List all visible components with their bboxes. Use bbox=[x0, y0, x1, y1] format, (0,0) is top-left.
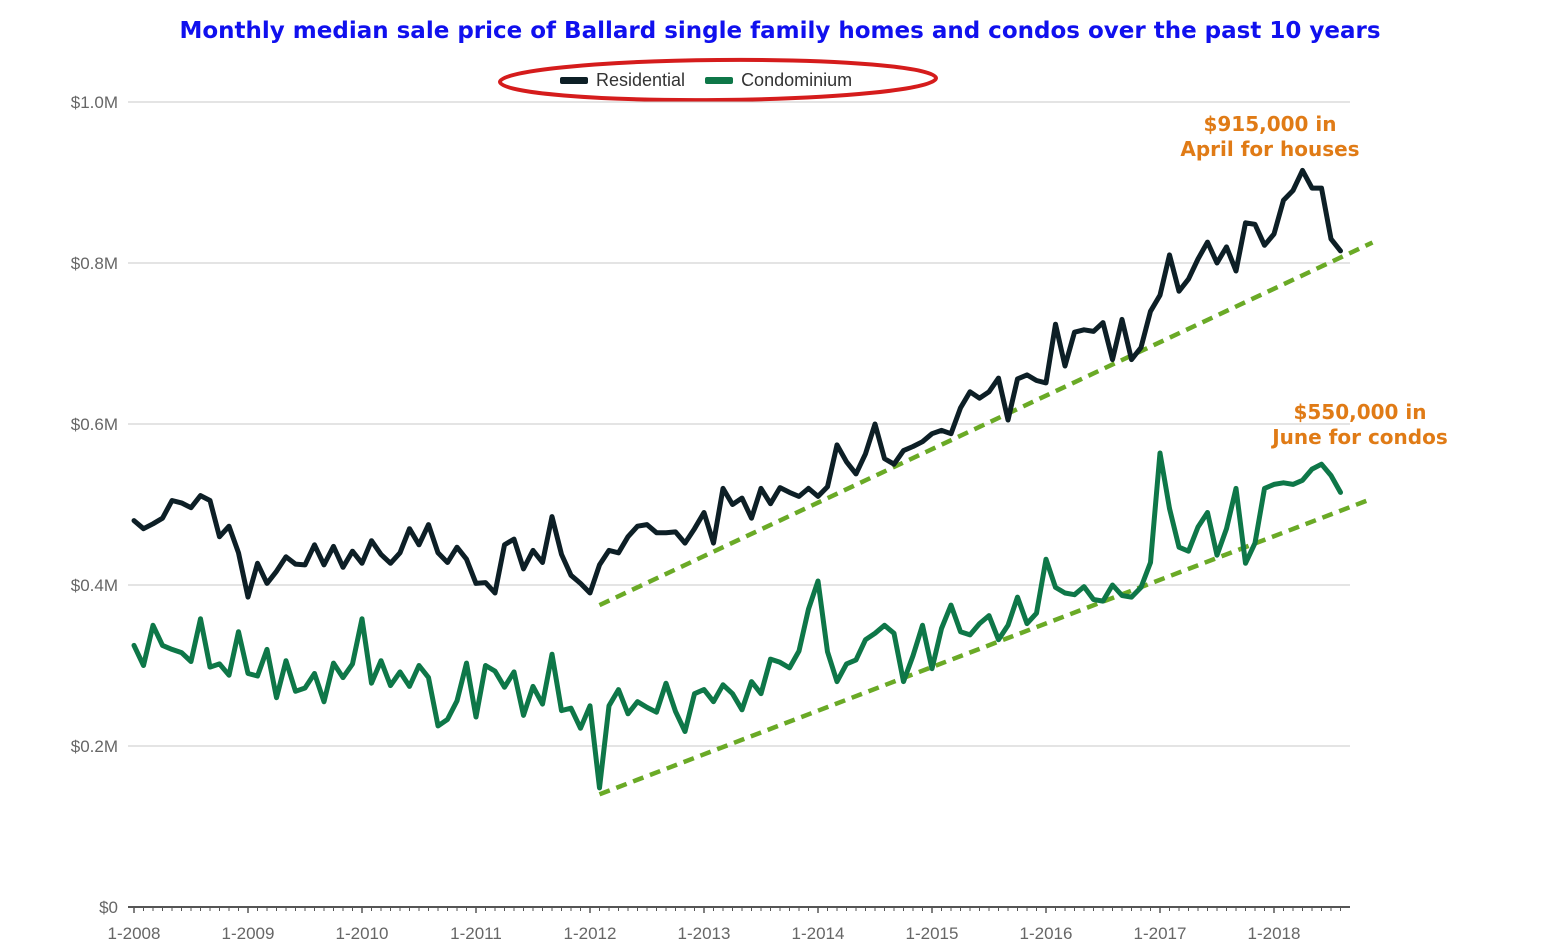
annotation-houses-line1: $915,000 in bbox=[1203, 112, 1337, 136]
x-tick-label: 1-2013 bbox=[678, 924, 731, 941]
legend-swatch-residential bbox=[560, 76, 588, 84]
annotation-houses-line2: April for houses bbox=[1180, 137, 1360, 161]
x-tick-label: 1-2010 bbox=[336, 924, 389, 941]
x-tick-label: 1-2012 bbox=[564, 924, 617, 941]
series-line-residential bbox=[131, 167, 1343, 600]
legend-item-condominium[interactable]: Condominium bbox=[705, 70, 852, 91]
legend-swatch-condominium bbox=[705, 76, 734, 84]
x-tick-label: 1-2016 bbox=[1020, 924, 1073, 941]
series-line-condominium bbox=[131, 450, 1343, 791]
annotation-condos-line1: $550,000 in bbox=[1293, 400, 1427, 424]
x-tick-label: 1-2011 bbox=[450, 924, 502, 941]
legend-label-condominium: Condominium bbox=[741, 69, 853, 90]
chart-title: Monthly median sale price of Ballard sin… bbox=[179, 18, 1381, 44]
annotation-condos-line2: June for condos bbox=[1272, 425, 1448, 449]
y-tick-label: $1.0M bbox=[71, 93, 118, 112]
x-tick-label: 1-2008 bbox=[108, 924, 161, 941]
trendline-residential bbox=[598, 240, 1374, 608]
x-tick-label: 1-2009 bbox=[222, 924, 275, 941]
legend-label-residential: Residential bbox=[596, 69, 686, 90]
y-tick-label: $0.2M bbox=[71, 737, 118, 756]
y-tick-label: $0 bbox=[99, 898, 118, 917]
annotation-condos: $550,000 in June for condos bbox=[1240, 400, 1480, 450]
legend-item-residential[interactable]: Residential bbox=[560, 70, 685, 91]
y-tick-label: $0.4M bbox=[71, 576, 118, 595]
x-tick-label: 1-2015 bbox=[906, 924, 959, 941]
y-tick-label: $0.8M bbox=[71, 254, 118, 273]
annotation-houses: $915,000 in April for houses bbox=[1150, 112, 1390, 162]
legend-highlight-ellipse bbox=[498, 57, 938, 103]
x-tick-label: 1-2017 bbox=[1134, 924, 1187, 941]
x-tick-label: 1-2018 bbox=[1248, 924, 1301, 941]
y-tick-label: $0.6M bbox=[71, 415, 118, 434]
legend: Residential Condominium bbox=[560, 68, 872, 92]
x-tick-label: 1-2014 bbox=[792, 924, 845, 941]
